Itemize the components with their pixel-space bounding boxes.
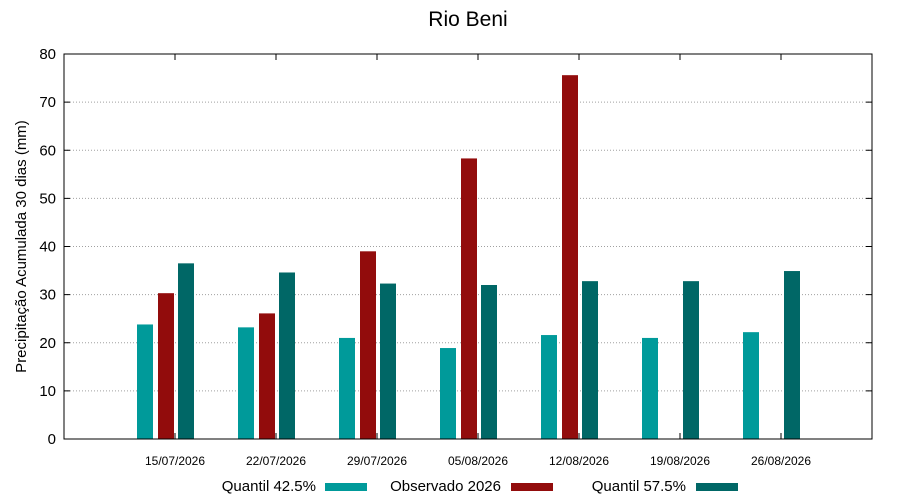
legend-label: Quantil 57.5% [592,478,686,495]
bars [137,75,800,440]
legend: Quantil 42.5% Observado 2026 Quantil 57.5% [222,478,738,495]
x-tick-label: 22/07/2026 [246,454,306,468]
x-tick-label: 29/07/2026 [347,454,407,468]
x-tick-label: 15/07/2026 [145,454,205,468]
bar [743,332,759,439]
bar [279,272,295,439]
bar [683,281,699,439]
legend-label: Quantil 42.5% [222,478,316,495]
y-tick-label: 10 [39,383,56,400]
bar [178,263,194,439]
y-tick-label: 60 [39,142,56,159]
y-tick-label: 50 [39,190,56,207]
y-tick-label: 40 [39,239,56,256]
bar [541,335,557,439]
bar [238,327,254,439]
legend-swatch [696,483,738,491]
chart-title: Rio Beni [428,8,507,31]
x-tick-label: 26/08/2026 [751,454,811,468]
y-axis-ticks: 0 10 20 30 40 50 60 70 80 [39,46,872,448]
bar [582,281,598,439]
y-tick-label: 20 [39,335,56,352]
y-axis-label: Precipitação Acumulada 30 dias (mm) [13,120,30,373]
y-tick-label: 80 [39,46,56,63]
bar [642,337,658,439]
bar [339,337,355,439]
legend-swatch [511,483,553,491]
bar [440,348,456,439]
x-axis-ticks: 15/07/2026 22/07/2026 29/07/2026 05/08/2026… [145,54,811,468]
bar [562,75,578,440]
bar [380,283,396,439]
x-tick-label: 19/08/2026 [650,454,710,468]
bar [481,285,497,439]
y-tick-label: 0 [48,431,56,448]
bar [259,313,275,439]
legend-swatch [325,483,367,491]
bar [158,293,174,439]
y-tick-label: 30 [39,287,56,304]
x-tick-label: 05/08/2026 [448,454,508,468]
bar [461,158,477,439]
x-tick-label: 12/08/2026 [549,454,609,468]
bar [784,271,800,439]
y-tick-label: 70 [39,94,56,111]
bar [360,251,376,439]
legend-label: Observado 2026 [390,478,501,495]
bar [137,324,153,439]
